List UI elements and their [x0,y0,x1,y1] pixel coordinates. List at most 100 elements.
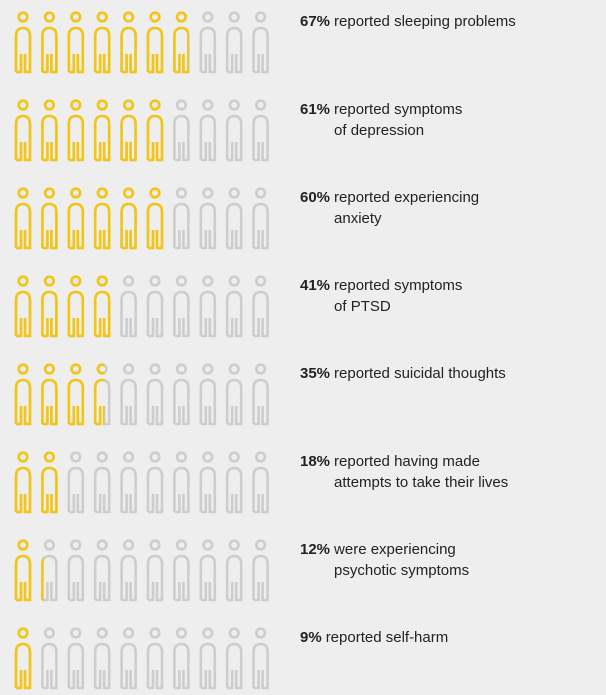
icon-body [254,468,268,512]
rest-icons [14,187,269,250]
icon-head [96,363,105,375]
value-label: 35% [300,365,330,382]
icon-body [199,642,217,690]
icon-head [255,11,267,23]
icon-body [173,26,189,74]
person-icon [199,627,217,690]
icon-body [254,644,268,688]
icon-body [69,556,83,600]
icon-body [14,378,32,426]
icon-body [122,644,136,688]
icon-head [228,627,240,639]
rest-icons [14,99,269,162]
icon-body [93,26,111,74]
person-icon [252,627,269,690]
icon-body [254,292,268,336]
icon-head [228,275,240,287]
icon-head [17,451,29,463]
icon-body [95,644,109,688]
icon-head [175,627,187,639]
icon-body [41,642,58,690]
icon-head [202,451,214,463]
icon-head [228,363,240,375]
icon-head [149,539,161,551]
person-icon [67,451,85,514]
icon-body [173,642,190,690]
person-icon [67,539,85,602]
icon-head [70,187,82,199]
icon-body [146,466,164,514]
icon-body [201,28,215,72]
icon-head [122,363,135,375]
person-icon [146,275,164,338]
icon-head [149,363,161,375]
icon-head [17,539,29,551]
icon-head [175,363,187,375]
category-label: attempts to take their lives [334,474,508,491]
icon-body [173,554,190,602]
icon-head [149,275,161,287]
person-icon [41,451,58,514]
person-icon [252,99,269,162]
value-label: 67% [300,13,330,30]
category-label: reported sleeping problems [334,13,516,30]
icon-body [252,378,269,426]
person-icon [67,11,85,74]
icon-head [96,451,108,463]
icon-body [41,378,58,426]
icon-body [14,554,32,602]
icon-body [201,204,215,248]
person-icon [173,11,189,74]
icon-head [175,187,187,199]
icon-body [199,378,217,426]
icon-body [227,556,241,600]
icon-body [14,114,32,162]
icon-head [43,11,56,23]
icon-body [146,202,164,250]
icon-body [254,116,268,160]
icon-body [252,642,269,690]
icon-body [120,202,137,250]
icon-head [17,363,29,375]
icon-body [148,468,162,512]
icon-body [146,26,164,74]
person-icon [225,187,243,250]
icon-body [93,290,111,338]
icon-body [174,468,188,512]
icon-head [175,11,187,23]
icon-body [14,290,32,338]
icon-head [149,99,161,111]
icon-body [95,468,109,512]
category-label: reported experiencing [334,189,479,206]
person-icon [173,99,190,162]
icon-body [14,466,32,514]
icon-body [174,204,188,248]
icon-body [69,644,83,688]
icon-body [14,378,32,426]
person-icon [93,187,111,250]
icon-body [41,114,58,162]
person-icon [146,11,164,74]
person-icon [173,451,190,514]
icon-body [67,378,85,426]
icon-body [120,26,137,74]
person-icon [41,99,58,162]
icon-body [173,290,190,338]
category-label: were experiencing [333,541,456,558]
icon-head [202,187,214,199]
icon-body [93,554,111,602]
icon-body [41,290,58,338]
person-icon [14,451,32,514]
icon-body [252,466,269,514]
icon-head [255,187,267,199]
icon-head [70,11,82,23]
icon-head [228,187,240,199]
row: 12% were experiencing psychotic symptoms [14,539,469,602]
person-icon [14,539,32,602]
icon-head [96,627,108,639]
filled-icons [14,11,215,74]
person-icon [146,99,164,162]
icon-body [174,380,188,424]
row: 60% reported experiencing anxiety [14,187,479,250]
icon-body [252,290,269,338]
